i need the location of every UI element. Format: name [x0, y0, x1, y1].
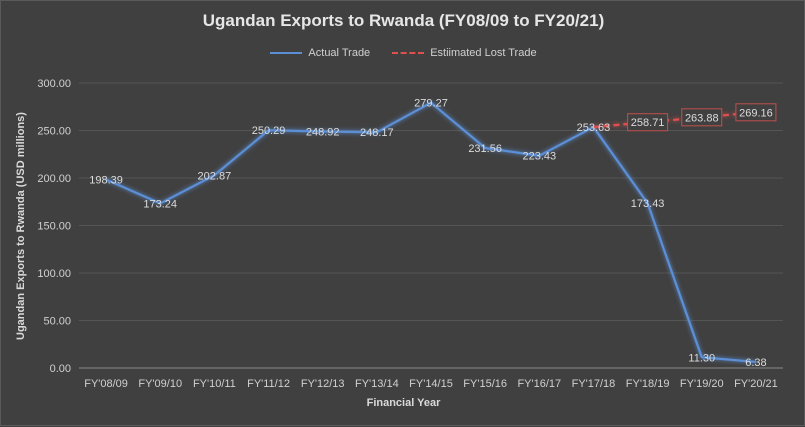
y-tick-label: 200.00: [37, 173, 71, 185]
y-tick-label: 300.00: [37, 78, 71, 90]
x-tick-label: FY'19/20: [680, 378, 724, 390]
data-label: 11.30: [688, 352, 715, 364]
legend-label-actual-trade: Actual Trade: [308, 47, 371, 59]
x-tick-label: FY'14/15: [409, 378, 453, 390]
legend-label-lost-trade: Estiimated Lost Trade: [430, 47, 537, 59]
legend-item-actual-trade: Actual Trade: [270, 47, 370, 59]
data-label: 6.38: [745, 357, 766, 369]
y-tick-label: 50.00: [43, 316, 71, 328]
data-label: 250.29: [252, 125, 286, 137]
data-label-box: [735, 103, 777, 122]
x-axis-label: Financial Year: [366, 397, 441, 409]
legend: Actual Trade Estiimated Lost Trade: [1, 47, 805, 59]
data-label-box: [681, 108, 723, 127]
x-tick-label: FY'17/18: [572, 378, 616, 390]
x-tick-label: FY'16/17: [517, 378, 561, 390]
data-label: 248.92: [306, 127, 340, 139]
y-tick-label: 150.00: [37, 221, 71, 233]
legend-item-lost-trade: Estiimated Lost Trade: [392, 47, 537, 59]
x-tick-label: FY'10/11: [193, 378, 236, 390]
series-line-lost-trade: [593, 111, 757, 129]
x-tick-label: FY'15/16: [463, 378, 507, 390]
data-label: 253.63: [577, 122, 611, 134]
data-label: 258.71: [631, 117, 665, 129]
x-tick-label: FY'12/13: [301, 378, 345, 390]
data-label: 198.39: [89, 175, 123, 187]
data-label-box: [627, 113, 669, 132]
chart-title: Ugandan Exports to Rwanda (FY08/09 to FY…: [202, 11, 605, 30]
data-label: 173.43: [631, 198, 665, 210]
x-tick-label: FY'09/10: [138, 378, 182, 390]
data-label: 279.27: [414, 98, 448, 110]
x-tick-label: FY'20/21: [734, 378, 778, 390]
x-tick-label: FY'08/09: [84, 378, 128, 390]
data-label: 202.87: [198, 170, 232, 182]
y-tick-label: 0.00: [50, 363, 71, 375]
y-tick-label: 100.00: [37, 268, 71, 280]
data-label: 231.56: [468, 143, 502, 155]
legend-swatch-lost-trade: [392, 52, 425, 54]
legend-swatch-actual-trade: [270, 52, 303, 54]
x-tick-label: FY'11/12: [247, 378, 290, 390]
data-label: 269.16: [739, 107, 773, 119]
data-label: 248.17: [360, 127, 394, 139]
data-label: 173.24: [143, 198, 177, 210]
x-tick-label: FY'13/14: [355, 378, 399, 390]
y-tick-label: 250.00: [37, 126, 71, 138]
x-tick-label: FY'18/19: [626, 378, 670, 390]
data-label: 223.43: [522, 151, 556, 163]
data-label: 263.88: [685, 112, 719, 124]
series-line-actual-trade: [105, 101, 757, 364]
